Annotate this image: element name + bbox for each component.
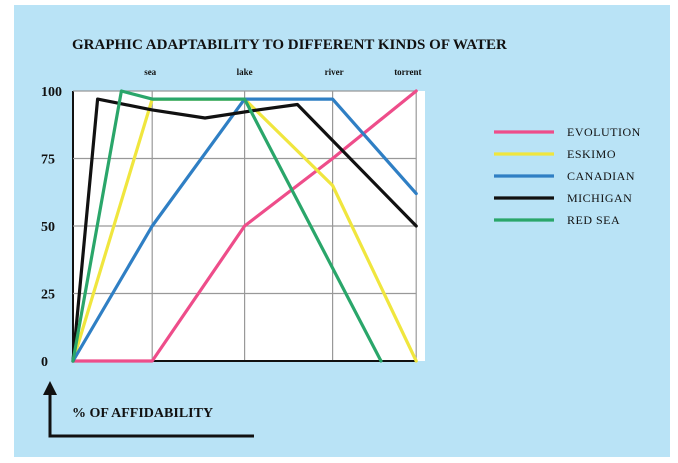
category-label-lake: lake: [237, 67, 253, 77]
y-tick-25: 25: [41, 288, 55, 303]
chart-svg: GRAPHIC ADAPTABILITY TO DIFFERENT KINDS …: [41, 37, 641, 438]
category-labels: sea lake river torrent: [144, 67, 421, 77]
category-label-sea: sea: [144, 67, 156, 77]
y-tick-0: 0: [41, 355, 48, 370]
y-axis-label: % OF AFFIDABILITY: [72, 406, 213, 421]
legend-label-evolution: EVOLUTION: [567, 125, 641, 139]
legend-label-red-sea: RED SEA: [567, 213, 620, 227]
legend-label-michigan: MICHIGAN: [567, 191, 632, 205]
series-line-michigan: [71, 97, 418, 363]
y-tick-100: 100: [41, 85, 62, 100]
y-tick-50: 50: [41, 220, 55, 235]
y-axis-arrow: [43, 381, 254, 438]
category-label-river: river: [325, 67, 344, 77]
series-line-evolution: [71, 89, 418, 363]
legend-label-eskimo: ESKIMO: [567, 147, 616, 161]
grid: [72, 90, 425, 362]
category-label-torrent: torrent: [394, 67, 421, 77]
y-tick-labels: 100 75 50 25 0: [41, 85, 62, 370]
legend: EVOLUTION ESKIMO CANADIAN MICHIGAN RED SEA: [494, 125, 641, 227]
series-line-red-sea: [71, 89, 383, 363]
y-tick-75: 75: [41, 153, 55, 168]
chart-title: GRAPHIC ADAPTABILITY TO DIFFERENT KINDS …: [72, 37, 507, 53]
chart-canvas: GRAPHIC ADAPTABILITY TO DIFFERENT KINDS …: [14, 5, 670, 457]
series-lines: [71, 89, 418, 363]
arrow-head: [43, 381, 57, 395]
legend-label-canadian: CANADIAN: [567, 169, 635, 183]
